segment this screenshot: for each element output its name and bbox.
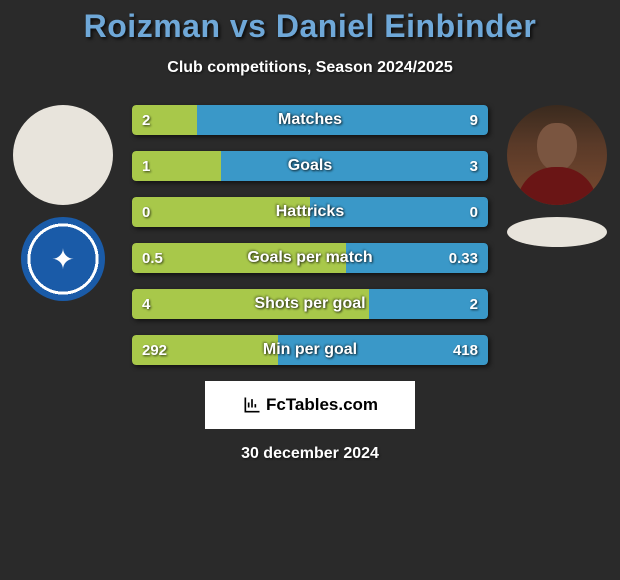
attribution-badge: FcTables.com bbox=[205, 381, 415, 429]
stat-bar: 0.50.33Goals per match bbox=[132, 243, 488, 273]
stat-bars: 29Matches 13Goals 00Hattricks 0.50.33Goals … bbox=[118, 105, 502, 365]
bar-label: Hattricks bbox=[132, 197, 488, 227]
right-club-badge-icon bbox=[507, 217, 607, 247]
left-club-badge-icon bbox=[21, 217, 105, 301]
right-player-col bbox=[502, 105, 612, 247]
bar-label: Shots per goal bbox=[132, 289, 488, 319]
subtitle: Club competitions, Season 2024/2025 bbox=[0, 59, 620, 77]
left-player-col bbox=[8, 105, 118, 301]
page-title: Roizman vs Daniel Einbinder bbox=[0, 8, 620, 45]
bar-label: Matches bbox=[132, 105, 488, 135]
stat-bar: 13Goals bbox=[132, 151, 488, 181]
stat-bar: 42Shots per goal bbox=[132, 289, 488, 319]
comparison-row: 29Matches 13Goals 00Hattricks 0.50.33Goals … bbox=[0, 105, 620, 365]
left-player-avatar bbox=[13, 105, 113, 205]
stat-bar: 292418Min per goal bbox=[132, 335, 488, 365]
stat-bar: 00Hattricks bbox=[132, 197, 488, 227]
stat-bar: 29Matches bbox=[132, 105, 488, 135]
date-text: 30 december 2024 bbox=[0, 445, 620, 463]
chart-icon bbox=[242, 395, 262, 415]
bar-label: Goals per match bbox=[132, 243, 488, 273]
bar-label: Goals bbox=[132, 151, 488, 181]
attribution-text: FcTables.com bbox=[266, 395, 378, 415]
bar-label: Min per goal bbox=[132, 335, 488, 365]
right-player-avatar bbox=[507, 105, 607, 205]
